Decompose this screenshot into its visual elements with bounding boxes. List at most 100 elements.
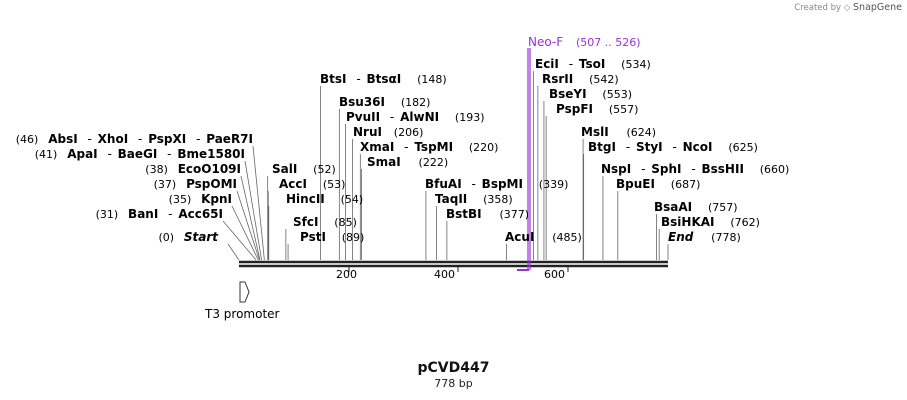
site-name-psti: PstI xyxy=(300,230,326,244)
site-name-bspmi: BspMI xyxy=(482,177,523,191)
site-name-acci: AccI xyxy=(279,177,307,191)
site-label-bsihkai[interactable]: BsiHKAI (762) xyxy=(661,215,760,229)
site-name-msli: MslI xyxy=(581,125,609,139)
site-label-bstbi[interactable]: BstBI (377) xyxy=(446,207,529,221)
site-label-end[interactable]: End (778) xyxy=(668,230,741,244)
site-pos-625: (625) xyxy=(728,141,758,154)
site-pos-35: (35) xyxy=(169,193,192,206)
site-name-hincii: HincII xyxy=(286,192,325,206)
site-pos-762: (762) xyxy=(730,216,760,229)
site-label-taqii[interactable]: TaqII (358) xyxy=(435,192,513,206)
site-name-ncoi: NcoI xyxy=(683,140,713,154)
site-pos-557: (557) xyxy=(609,103,639,116)
leader-line-pspomi xyxy=(236,190,260,261)
primer-neo-f-name: Neo-F xyxy=(528,35,563,49)
site-label-pspomi[interactable]: (37) PspOMI xyxy=(154,177,237,191)
site-name-btsi: BtsI xyxy=(320,72,347,86)
leader-line-start xyxy=(227,243,240,261)
site-name-xmai: XmaI xyxy=(360,140,394,154)
site-pos-687: (687) xyxy=(671,178,701,191)
feature-t3-promoter[interactable]: T3 promoter xyxy=(204,281,280,321)
ruler-label-200: 200 xyxy=(336,268,357,281)
site-pos-660: (660) xyxy=(760,163,790,176)
site-name-pspomi: PspOMI xyxy=(186,177,237,191)
site-pos-193: (193) xyxy=(455,111,485,124)
primer-neo-f[interactable]: Neo-F (507 .. 526) xyxy=(517,35,641,271)
site-label-msli[interactable]: MslI (624) xyxy=(581,125,656,139)
site-pos-38: (38) xyxy=(145,163,168,176)
site-pos-148: (148) xyxy=(417,73,447,86)
site-name-pspfi: PspFI xyxy=(556,102,593,116)
site-name-pspxi: PspXI xyxy=(148,132,186,146)
site-label-start[interactable]: (0) Start xyxy=(158,230,219,244)
leader-line-bani xyxy=(222,220,257,261)
site-name-btgi: BtgI xyxy=(588,140,616,154)
site-label-apai-group[interactable]: (41) ApaI - BaeGI - Bme1580I xyxy=(35,147,245,161)
site-label-absi-group[interactable]: (46) AbsI - XhoI - PspXI - PaeR7I xyxy=(16,132,253,146)
site-label-pspfi[interactable]: PspFI (557) xyxy=(556,102,638,116)
site-pos-85: (85) xyxy=(334,216,357,229)
site-label-hincii[interactable]: HincII (54) xyxy=(286,192,363,206)
site-pos-222: (222) xyxy=(419,156,449,169)
site-label-pvuii-group[interactable]: PvuII - AlwNI (193) xyxy=(346,110,485,124)
ruler-label-600: 600 xyxy=(544,268,565,281)
site-pos-31: (31) xyxy=(96,208,119,221)
site-label-xmai-group[interactable]: XmaI - TspMI (220) xyxy=(360,140,498,154)
site-name-sali: SalI xyxy=(272,162,297,176)
site-label-btgi-group[interactable]: BtgI - StyI - NcoI (625) xyxy=(588,140,758,154)
site-label-acci[interactable]: AccI (53) xyxy=(279,177,345,191)
leader-line-kpni xyxy=(231,205,259,261)
site-label-nspi-group[interactable]: NspI - SphI - BssHII (660) xyxy=(601,162,789,176)
site-label-sali[interactable]: SalI (52) xyxy=(272,162,336,176)
site-name-ecoo109i: EcoO109I xyxy=(178,162,241,176)
site-label-bpuei[interactable]: BpuEI (687) xyxy=(616,177,700,191)
site-label-ecoo109i[interactable]: (38) EcoO109I xyxy=(145,162,241,176)
site-name-paer7i: PaeR7I xyxy=(206,132,253,146)
t3-promoter-arrow-icon xyxy=(239,281,250,303)
site-label-bani-group[interactable]: (31) BanI - Acc65I xyxy=(96,207,223,221)
site-pos-778: (778) xyxy=(711,231,741,244)
site-name-bsu36i: Bsu36I xyxy=(339,95,385,109)
right-site-leaders xyxy=(267,71,669,260)
site-label-bfuai-group[interactable]: BfuAI - BspMI (339) xyxy=(425,177,568,191)
site-name-baegi: BaeGI xyxy=(118,147,158,161)
leader-line-absi xyxy=(252,145,265,261)
site-label-bsaai[interactable]: BsaAI (757) xyxy=(654,200,738,214)
site-pos-37: (37) xyxy=(154,178,177,191)
ruler-label-400: 400 xyxy=(434,268,455,281)
site-label-bsu36i[interactable]: Bsu36I (182) xyxy=(339,95,430,109)
site-name-bpuei: BpuEI xyxy=(616,177,655,191)
site-label-psti[interactable]: PstI (89) xyxy=(300,230,364,244)
site-label-bseyi[interactable]: BseYI (553) xyxy=(549,87,632,101)
site-name-acui: AcuI xyxy=(505,230,534,244)
site-pos-358: (358) xyxy=(483,193,513,206)
site-label-sfci[interactable]: SfcI (85) xyxy=(293,215,357,229)
site-name-xhoi: XhoI xyxy=(98,132,129,146)
leader-line-ecoo109i xyxy=(240,175,261,261)
t3-promoter-label: T3 promoter xyxy=(204,307,280,321)
site-name-ecii: EciI xyxy=(535,57,559,71)
site-label-nrui[interactable]: NruI (206) xyxy=(353,125,423,139)
site-pos-54: (54) xyxy=(341,193,364,206)
site-pos-89: (89) xyxy=(342,231,365,244)
site-pos-41: (41) xyxy=(35,148,58,161)
site-label-kpni[interactable]: (35) KpnI xyxy=(169,192,232,206)
site-name-start: Start xyxy=(184,230,219,244)
site-pos-206: (206) xyxy=(394,126,424,139)
site-label-acui[interactable]: AcuI (485) xyxy=(505,230,582,244)
site-name-acc65i: Acc65I xyxy=(178,207,223,221)
site-pos-377: (377) xyxy=(499,208,529,221)
site-label-ecii-group[interactable]: EciI - TsoI (534) xyxy=(535,57,651,71)
snapgene-watermark: Created by ◇ SnapGene xyxy=(794,2,902,13)
site-name-nspi: NspI xyxy=(601,162,631,176)
plasmid-size: 778 bp xyxy=(434,377,473,390)
site-label-btsi-group[interactable]: BtsI - BtsαI (148) xyxy=(320,72,447,86)
site-pos-220: (220) xyxy=(469,141,499,154)
site-label-smai[interactable]: SmaI (222) xyxy=(367,155,448,169)
site-label-rsrii[interactable]: RsrII (542) xyxy=(542,72,619,86)
site-pos-624: (624) xyxy=(627,126,657,139)
site-name-btsai: BtsαI xyxy=(367,72,402,86)
site-name-smai: SmaI xyxy=(367,155,401,169)
site-name-absi: AbsI xyxy=(48,132,77,146)
